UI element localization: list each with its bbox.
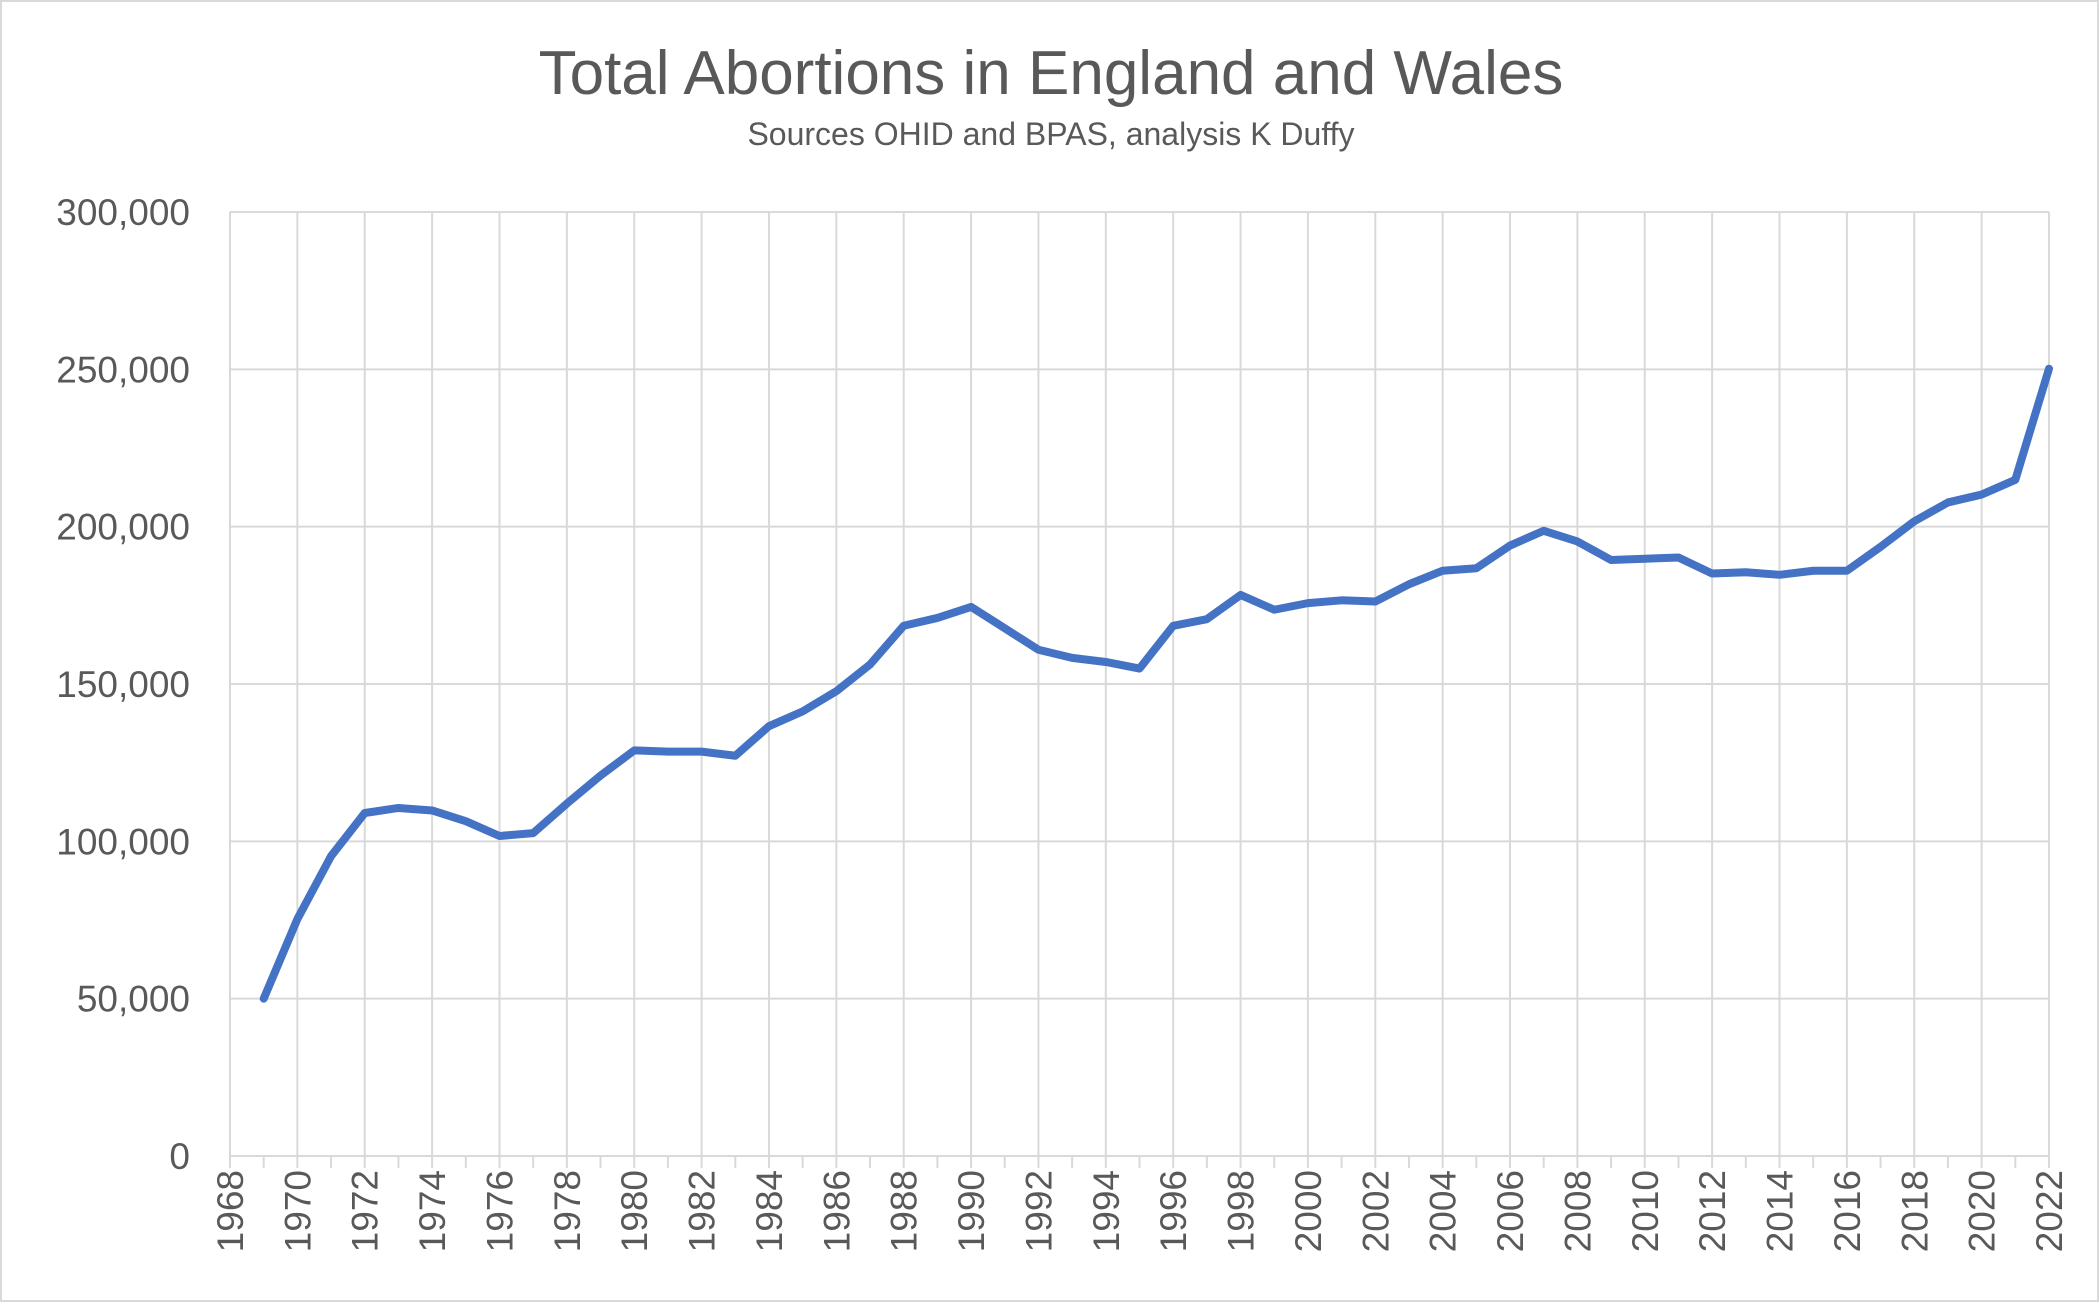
x-tick-label: 2006	[1490, 1170, 1531, 1252]
x-tick-label: 1988	[884, 1170, 925, 1252]
x-tick-label: 2002	[1355, 1170, 1396, 1252]
y-tick-label: 200,000	[56, 507, 190, 548]
x-tick-label: 1968	[210, 1170, 251, 1252]
x-tick-label: 1970	[277, 1170, 318, 1252]
chart-subtitle: Sources OHID and BPAS, analysis K Duffy	[747, 116, 1354, 152]
x-tick-label: 2010	[1625, 1170, 1666, 1252]
x-tick-label: 2016	[1827, 1170, 1868, 1252]
x-tick-label: 2022	[2029, 1170, 2070, 1252]
y-tick-label: 100,000	[56, 821, 190, 862]
chart-title: Total Abortions in England and Wales	[539, 39, 1564, 108]
x-tick-label: 1994	[1086, 1170, 1127, 1252]
y-tick-label: 300,000	[56, 192, 190, 233]
x-tick-label: 1996	[1153, 1170, 1194, 1252]
x-tick-label: 1974	[412, 1170, 453, 1252]
x-tick-label: 2018	[1894, 1170, 1935, 1252]
x-tick-label: 1984	[749, 1170, 790, 1252]
x-tick-label: 1980	[614, 1170, 655, 1252]
y-tick-label: 50,000	[77, 979, 190, 1020]
x-tick-label: 1978	[547, 1170, 588, 1252]
x-tick-label: 1990	[951, 1170, 992, 1252]
x-tick-label: 2004	[1423, 1170, 1464, 1252]
x-tick-label: 2020	[1962, 1170, 2003, 1252]
x-tick-label: 1986	[816, 1170, 857, 1252]
y-tick-label: 150,000	[56, 664, 190, 705]
y-tick-label: 250,000	[56, 349, 190, 390]
x-tick-label: 2014	[1760, 1170, 1801, 1252]
x-tick-label: 1972	[345, 1170, 386, 1252]
x-tick-label: 1998	[1221, 1170, 1262, 1252]
y-tick-label: 0	[169, 1136, 190, 1177]
x-tick-label: 2012	[1692, 1170, 1733, 1252]
x-tick-label: 2008	[1557, 1170, 1598, 1252]
x-tick-label: 1982	[682, 1170, 723, 1252]
series-line	[259, 364, 2053, 1003]
x-tick-label: 1976	[479, 1170, 520, 1252]
x-tick-label: 1992	[1018, 1170, 1059, 1252]
x-tick-label: 2000	[1288, 1170, 1329, 1252]
